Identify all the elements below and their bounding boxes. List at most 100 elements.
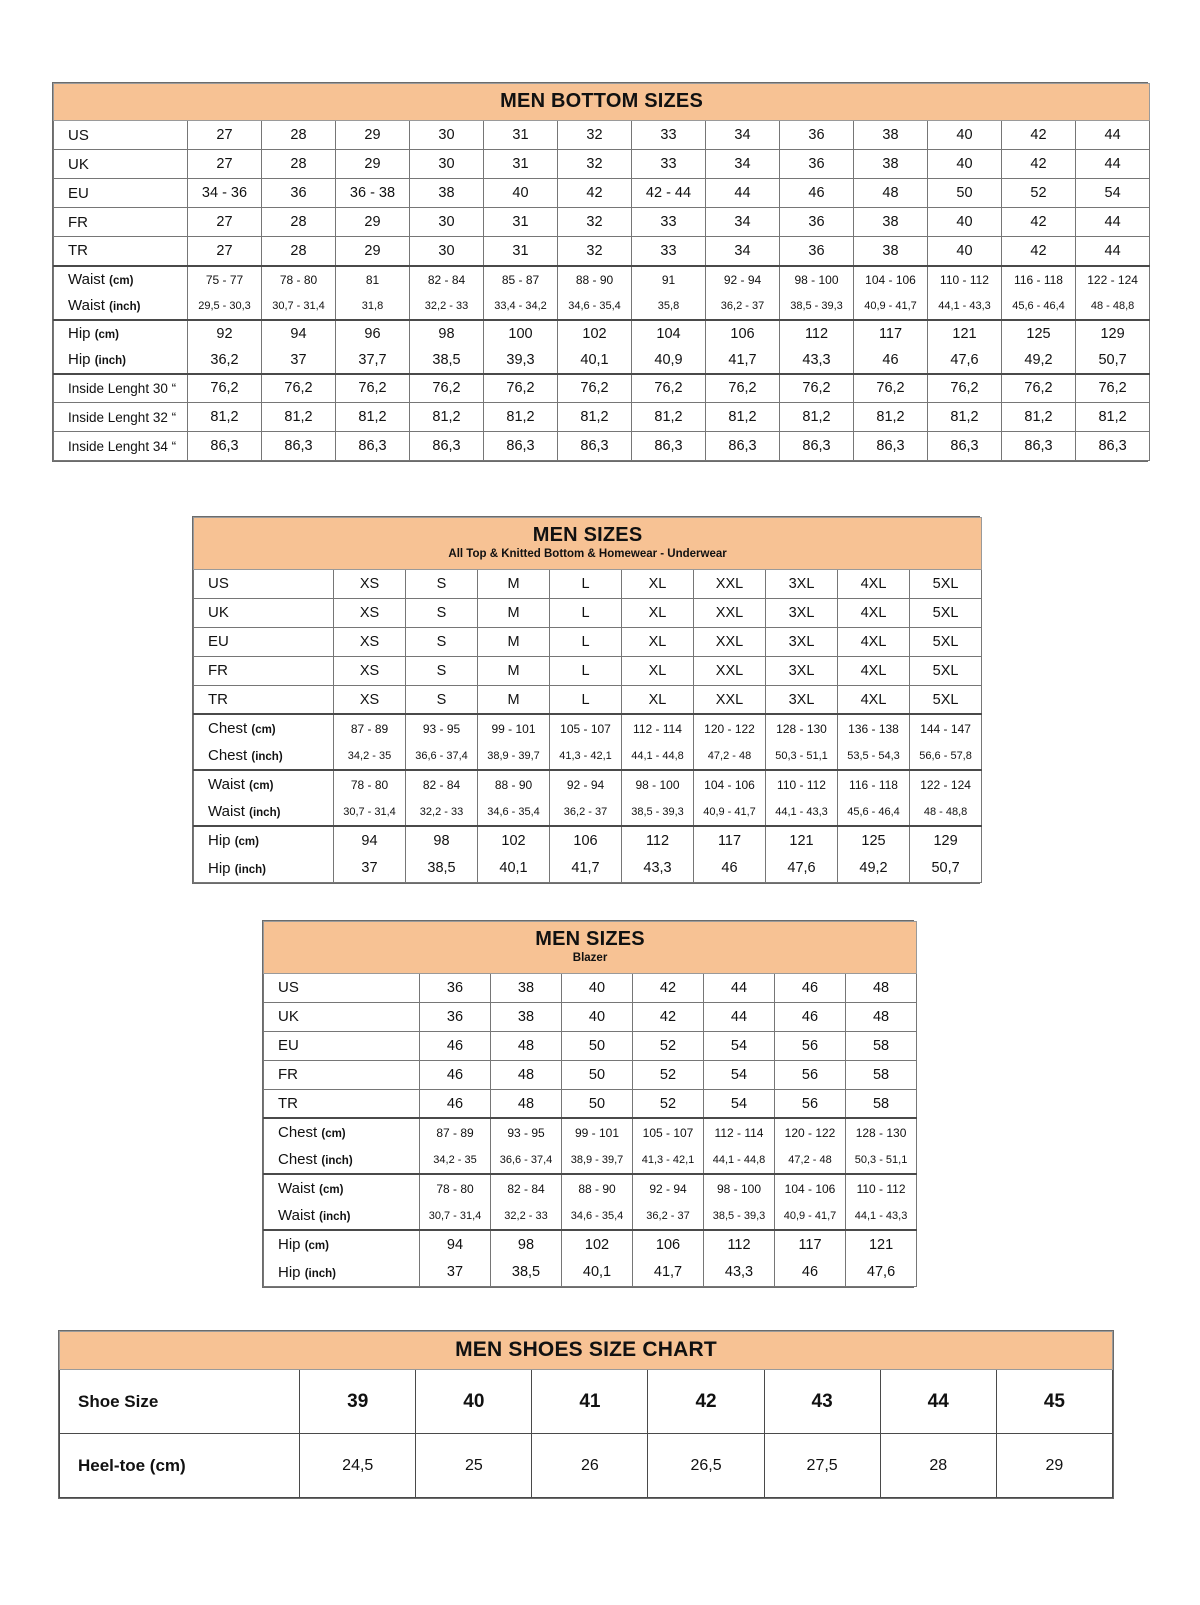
row-label-hip-inch: Hip (inch): [53, 346, 188, 375]
cell: 112 - 114: [703, 1117, 775, 1147]
cell: 48: [844, 972, 918, 1003]
row-label-inside-length-30: Inside Lenght 30 “: [53, 373, 188, 403]
table-row: Hip (cm) 94 98 102 106 112 117 121: [263, 1229, 918, 1259]
cell: 54: [1074, 178, 1151, 208]
cell: 47,6: [927, 346, 1002, 375]
row-label-waist-inch: Waist (inch): [53, 292, 188, 321]
cell: 86,3: [853, 431, 928, 461]
cell: 29,5 - 30,3: [187, 292, 262, 321]
table-row: Chest (cm) 87 - 89 93 - 95 99 - 101 105 …: [193, 713, 983, 743]
cell: 36: [419, 972, 491, 1003]
cell: M: [477, 568, 550, 599]
cell: 36,2 - 37: [632, 1202, 704, 1232]
row-label-text: Waist: [208, 803, 245, 821]
row-label-fr: FR: [263, 1059, 420, 1090]
cell: 81,2: [779, 402, 854, 432]
row-label-waist-cm: Waist (cm): [53, 265, 188, 293]
cell: 30,7 - 31,4: [333, 798, 406, 828]
row-label-eu: EU: [193, 626, 334, 657]
cell: 88 - 90: [557, 265, 632, 293]
cell: 36,2 - 37: [549, 798, 622, 828]
cell: 88 - 90: [477, 769, 550, 799]
cell: 93 - 95: [405, 713, 478, 743]
cell: 31: [483, 120, 558, 150]
cell: 42: [1001, 149, 1076, 179]
row-label-text: Hip: [278, 1263, 301, 1281]
cell: 38,5 - 39,3: [621, 798, 694, 828]
cell: 36: [779, 120, 854, 150]
cell: 117: [774, 1229, 846, 1259]
table-row: FR XS S M L XL XXL 3XL 4XL 5XL: [193, 655, 983, 686]
cell: XL: [621, 655, 694, 686]
cell: 104 - 106: [774, 1173, 846, 1203]
row-label-eu: EU: [53, 178, 188, 208]
cell: 42: [1001, 207, 1076, 237]
cell: 37,7: [335, 346, 410, 375]
cell: 121: [844, 1229, 918, 1259]
cell: 34,6 - 35,4: [561, 1202, 633, 1232]
cell: 58: [844, 1088, 918, 1120]
cell: 94: [261, 319, 336, 347]
table-title: MEN SIZES: [532, 524, 643, 546]
cell: 136 - 138: [837, 713, 910, 743]
cell: 76,2: [261, 373, 336, 403]
cell: 28: [261, 149, 336, 179]
cell: 75 - 77: [187, 265, 262, 293]
row-label-tr: TR: [53, 236, 188, 267]
table-row: Shoe Size 39 40 41 42 43 44 45: [58, 1369, 1114, 1435]
cell: 33,4 - 34,2: [483, 292, 558, 321]
cell: 38,9 - 39,7: [561, 1146, 633, 1176]
row-label-uk: UK: [263, 1001, 420, 1032]
cell: 46: [853, 346, 928, 375]
cell: 117: [693, 825, 766, 855]
cell: 48 - 48,8: [1074, 292, 1151, 321]
cell: 29: [995, 1433, 1114, 1499]
cell: L: [549, 597, 622, 628]
row-label-inside-length-32: Inside Lenght 32 “: [53, 402, 188, 432]
row-label-us: US: [53, 120, 188, 150]
cell: 34: [705, 207, 780, 237]
cell: 78 - 80: [419, 1173, 491, 1203]
cell: 40: [483, 178, 558, 208]
row-label-text: Hip: [208, 832, 231, 850]
cell: 85 - 87: [483, 265, 558, 293]
cell: 81,2: [1074, 402, 1151, 432]
cell: 116 - 118: [837, 769, 910, 799]
row-label-text: Chest: [208, 747, 248, 765]
cell: 36 - 38: [335, 178, 410, 208]
cell: 76,2: [779, 373, 854, 403]
cell: 82 - 84: [490, 1173, 562, 1203]
cell: 43: [763, 1369, 881, 1435]
cell: 42: [557, 178, 632, 208]
row-label-us: US: [193, 568, 334, 599]
table-row: Waist (cm) 75 - 77 78 - 80 81 82 - 84 85…: [53, 265, 1151, 293]
cell: 46: [774, 972, 846, 1003]
cell: M: [477, 684, 550, 716]
cell: 125: [1001, 319, 1076, 347]
cell: 41,3 - 42,1: [549, 742, 622, 772]
cell: 28: [261, 120, 336, 150]
cell: 44: [703, 1001, 775, 1032]
cell: 86,3: [927, 431, 1002, 461]
cell: 76,2: [853, 373, 928, 403]
cell: XXL: [693, 684, 766, 716]
table-row: Waist (cm) 78 - 80 82 - 84 88 - 90 92 - …: [193, 769, 983, 799]
cell: 40: [561, 972, 633, 1003]
row-label-text: Waist: [68, 297, 105, 314]
table-banner-blazer: MEN SIZES Blazer: [262, 921, 918, 974]
row-label-uk: UK: [53, 149, 188, 179]
cell: 44: [879, 1369, 997, 1435]
cell: 42: [647, 1369, 765, 1435]
row-label-hip-inch: Hip (inch): [193, 854, 334, 883]
cell: 76,2: [187, 373, 262, 403]
cell: 92: [187, 319, 262, 347]
cell: 44,1 - 43,3: [927, 292, 1002, 321]
cell: 29: [335, 149, 410, 179]
cell: 52: [632, 1030, 704, 1061]
cell: 82 - 84: [405, 769, 478, 799]
cell: 44,1 - 43,3: [765, 798, 838, 828]
cell: 120 - 122: [693, 713, 766, 743]
cell: 28: [879, 1433, 997, 1499]
cell: 50,7: [908, 854, 983, 883]
cell: 106: [549, 825, 622, 855]
